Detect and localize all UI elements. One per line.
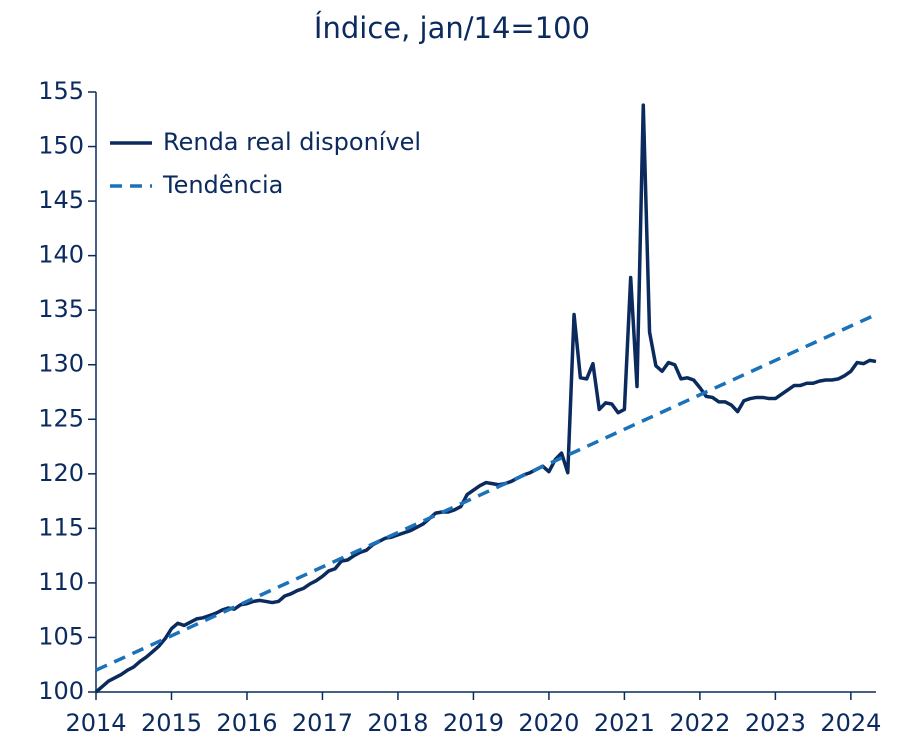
y-tick-label: 150 [38,132,84,160]
x-tick-label: 2016 [216,709,277,737]
y-tick-label: 155 [38,77,84,105]
data-line [94,103,877,694]
x-tick-label: 2021 [594,709,655,737]
x-tick-label: 2019 [443,709,504,737]
legend-label: Tendência [162,171,283,199]
y-tick-label: 120 [38,459,84,487]
legend-label: Renda real disponível [163,128,421,156]
y-tick-label: 145 [38,186,84,214]
x-tick-label: 2014 [65,709,126,737]
y-tick-label: 130 [38,350,84,378]
y-tick-label: 135 [38,295,84,323]
x-tick-label: 2015 [141,709,202,737]
x-tick-label: 2020 [518,709,579,737]
x-tick-label: 2017 [292,709,353,737]
x-tick-label: 2024 [820,709,881,737]
x-tick-label: 2018 [367,709,428,737]
chart-title: Índice, jan/14=100 [314,11,590,45]
y-tick-label: 115 [38,513,84,541]
x-tick-label: 2023 [745,709,806,737]
y-tick-label: 125 [38,404,84,432]
data-line [95,312,877,672]
x-tick-label: 2022 [669,709,730,737]
y-tick-label: 105 [38,622,84,650]
y-tick-label: 110 [38,568,84,596]
y-tick-label: 140 [38,241,84,269]
y-tick-label: 100 [38,677,84,705]
